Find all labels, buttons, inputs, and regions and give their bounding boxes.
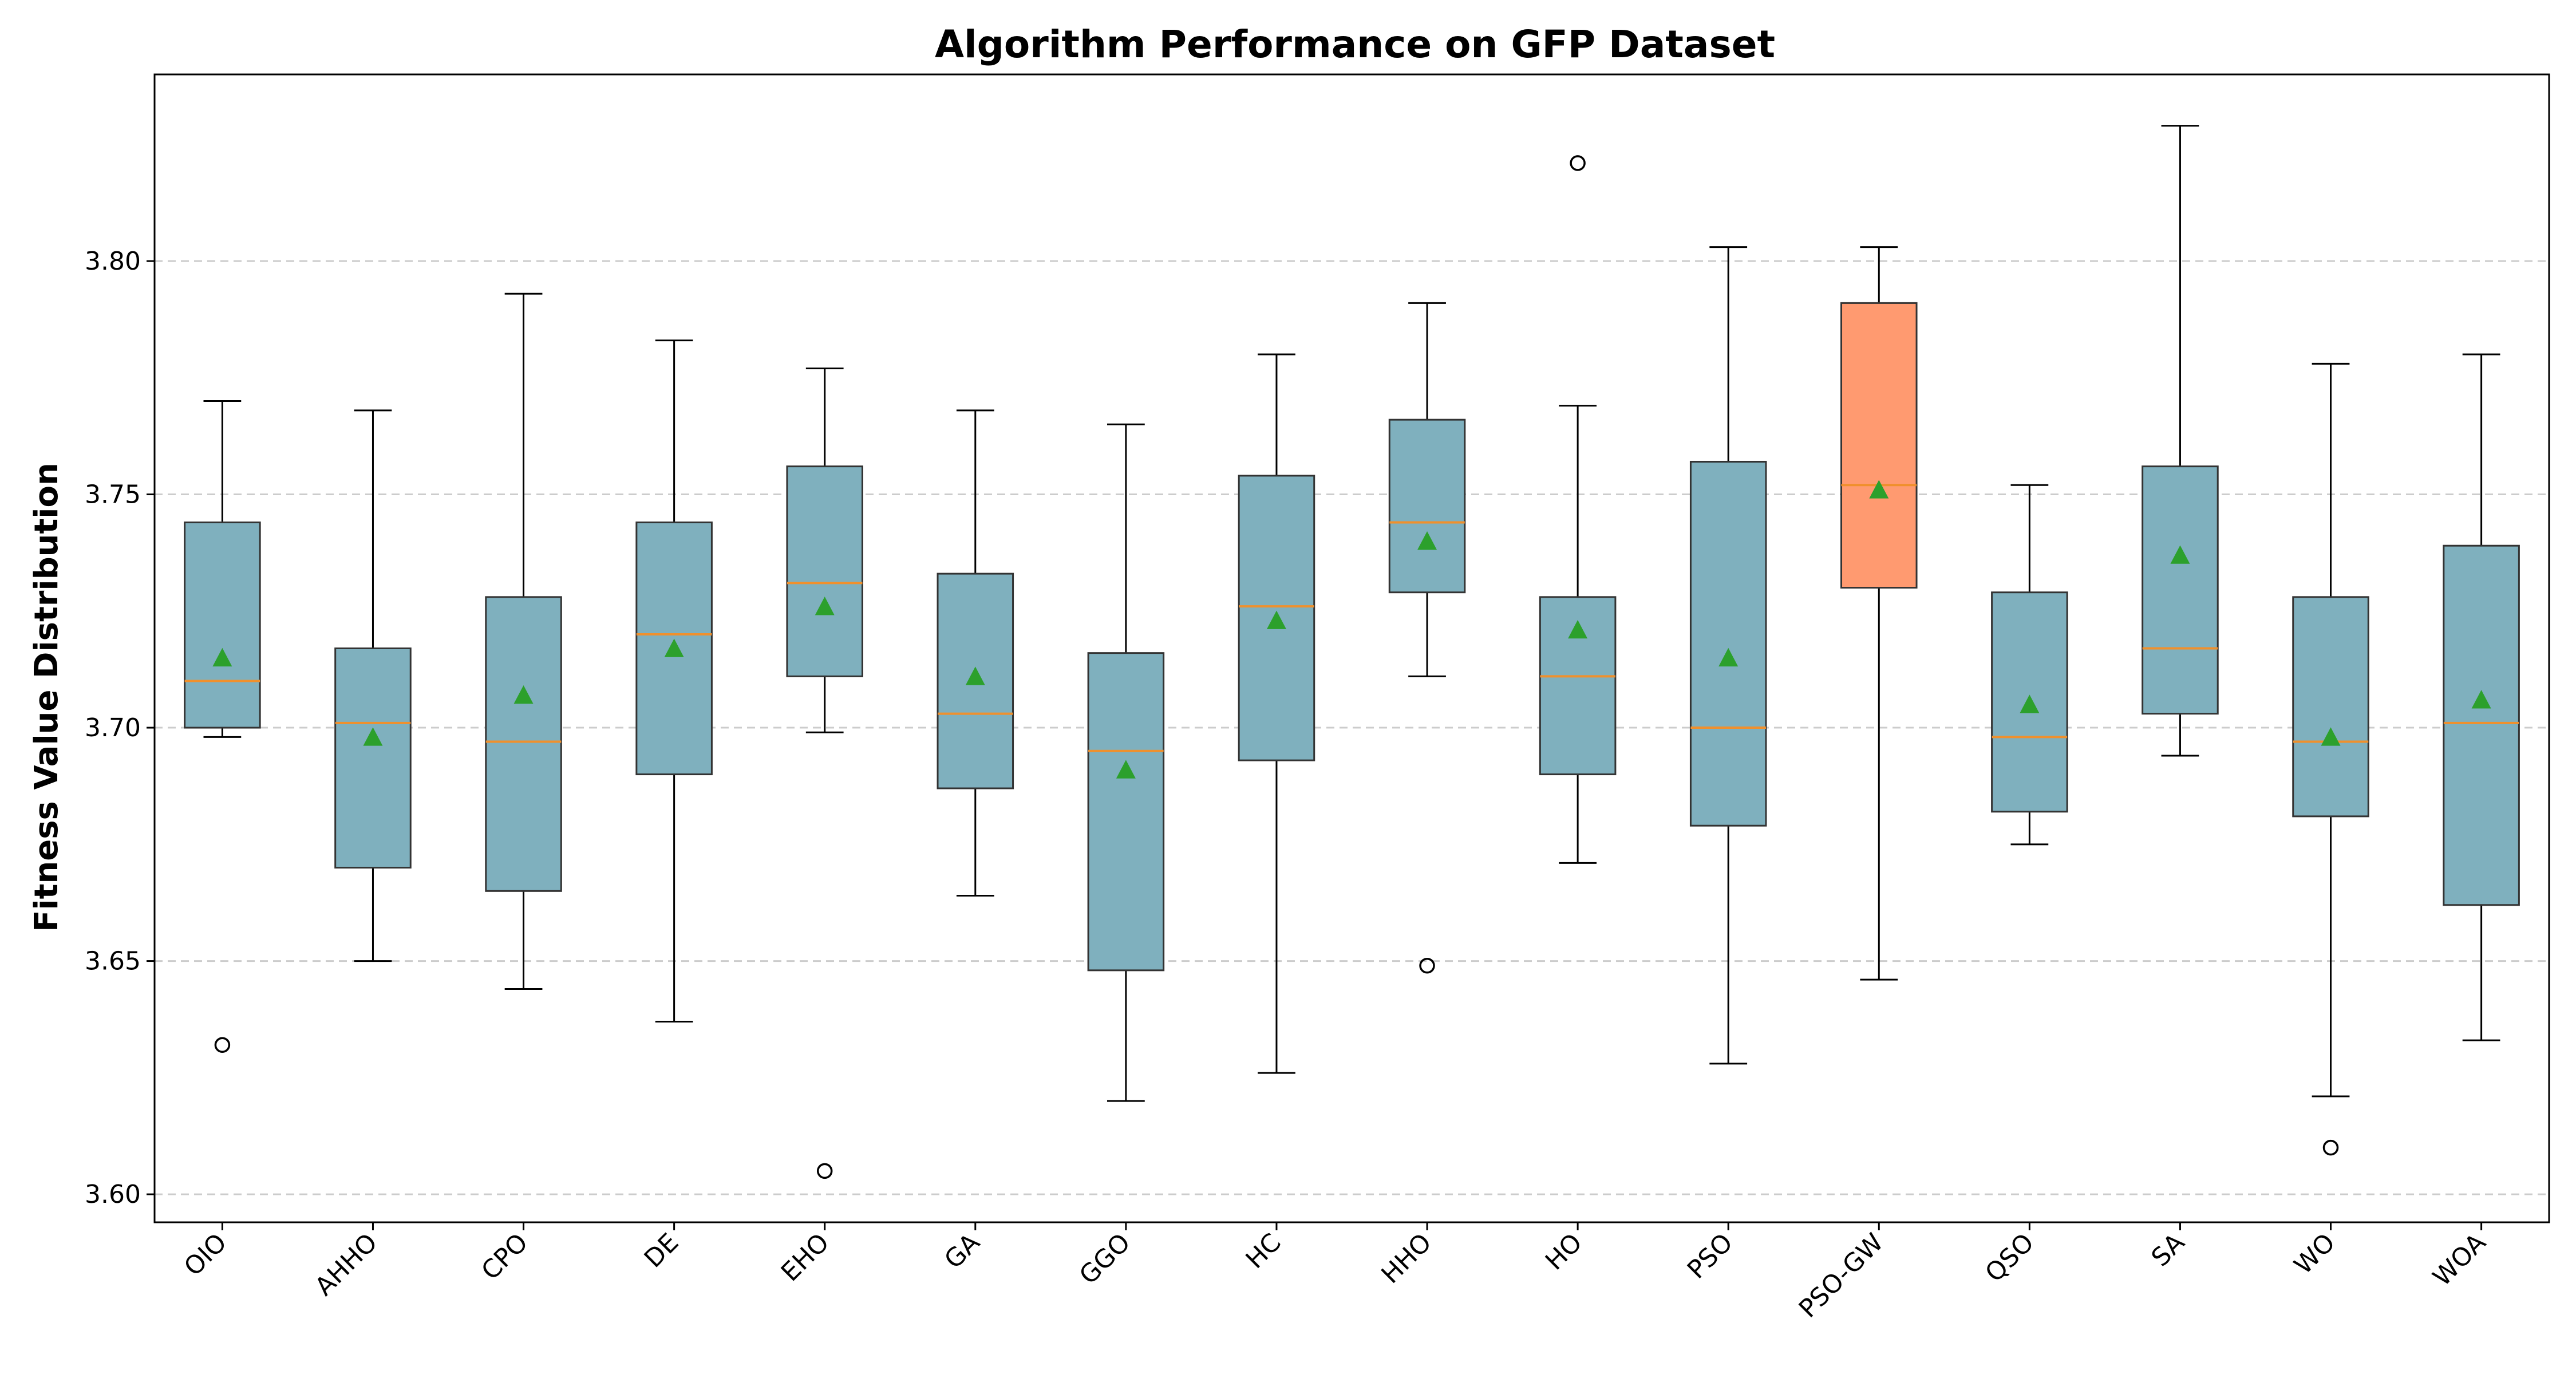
- y-tick-label: 3.65: [85, 947, 141, 976]
- y-tick-label: 3.60: [85, 1180, 141, 1209]
- iqr-box: [2142, 465, 2219, 715]
- outlier-point: [2322, 1139, 2339, 1156]
- iqr-box: [1840, 302, 1918, 589]
- mean-marker: [513, 685, 534, 704]
- box-sa: [2142, 125, 2219, 757]
- y-tick-label: 3.75: [85, 480, 141, 510]
- iqr-box: [184, 521, 261, 729]
- box-eho: [786, 367, 863, 733]
- outlier-point: [214, 1037, 231, 1053]
- markers: [212, 155, 2491, 1179]
- mean-marker: [1718, 647, 1739, 667]
- mean-marker: [2471, 690, 2491, 709]
- iqr-box: [2443, 544, 2520, 906]
- iqr-box: [2292, 596, 2369, 818]
- chart-title: Algorithm Performance on GFP Dataset: [935, 22, 1775, 66]
- outlier-point: [816, 1163, 833, 1179]
- boxes: [184, 125, 2520, 1102]
- box-pso-gw: [1840, 246, 1918, 981]
- iqr-box: [485, 596, 562, 892]
- box-hho: [1388, 302, 1466, 677]
- y-tick-label: 3.80: [85, 247, 141, 276]
- outlier-point: [1570, 155, 1586, 171]
- box-ggo: [1087, 423, 1165, 1102]
- y-axis-ticks: 3.60 3.65 3.70 3.75 3.80: [85, 247, 155, 1209]
- box-cpo: [485, 293, 562, 990]
- y-tick-label: 3.70: [85, 713, 141, 743]
- mean-marker: [2321, 727, 2341, 746]
- box-woa: [2443, 353, 2520, 1041]
- mean-marker: [363, 727, 383, 746]
- mean-marker: [1568, 619, 1588, 639]
- iqr-box: [1087, 652, 1165, 972]
- mean-marker: [2020, 694, 2040, 713]
- box-ahho: [334, 409, 412, 962]
- plot-area-frame: [153, 73, 2550, 1223]
- mean-marker: [965, 666, 985, 685]
- mean-marker: [1116, 760, 1136, 779]
- box-oio: [184, 400, 261, 738]
- iqr-box: [334, 647, 412, 869]
- iqr-box: [1689, 460, 1767, 827]
- box-wo: [2292, 362, 2369, 1097]
- box-pso: [1689, 246, 1767, 1065]
- mean-marker: [815, 597, 835, 615]
- mean-marker: [1266, 610, 1286, 629]
- mean-marker: [1417, 531, 1437, 550]
- y-axis-label: Fitness Value Distribution: [28, 463, 65, 932]
- iqr-box: [786, 465, 863, 677]
- mean-marker: [664, 638, 684, 657]
- mean-marker: [1869, 480, 1889, 499]
- outlier-point: [1419, 957, 1435, 974]
- iqr-box: [1388, 418, 1466, 594]
- mean-marker: [2170, 545, 2190, 564]
- mean-marker: [212, 647, 232, 667]
